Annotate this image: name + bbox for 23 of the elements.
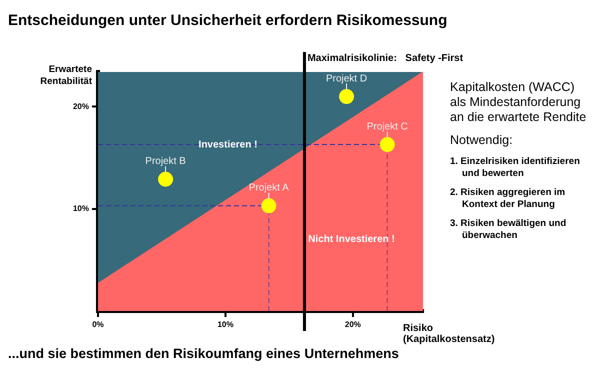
point — [380, 137, 395, 152]
text: ...und sie bestimmen den Risikoumfang eines Unternehmens — [8, 346, 399, 361]
series-label: Projekt D — [326, 73, 368, 84]
ref-line-label: Maximalrisikolinie: Safety -First — [307, 52, 464, 64]
text: 3. Risiken bewältigen und überwachen — [450, 218, 568, 242]
annotation: Nicht Investieren ! — [308, 234, 395, 246]
point — [261, 198, 276, 214]
x-tick-label: 0% — [92, 320, 104, 330]
series-label: Projekt A — [248, 182, 290, 194]
text: 1. Einzelrisiken identifizieren und bewerten — [450, 156, 581, 180]
point — [158, 172, 174, 187]
annotation: Investieren ! — [198, 139, 258, 150]
text: Kapitalkosten (WACC) als Mindestanforderung an die erwartete Rendite — [450, 80, 588, 125]
text: 2. Risiken aggregieren im Kontext der Planung — [450, 187, 566, 211]
text: Notwendig: — [450, 133, 514, 148]
point — [339, 89, 354, 104]
chart-title: Entscheidungen unter Unsicherheit erfordern Risikomessung — [8, 12, 448, 29]
y-axis-title: Erwartete Rentabilität — [39, 64, 92, 88]
x-axis-title: Risiko (Kapitalkostensatz) — [403, 323, 496, 345]
x-tick-label: 20% — [344, 320, 361, 330]
series-label: Projekt C — [366, 121, 408, 132]
series-label: Projekt B — [145, 156, 186, 167]
x-tick-label: 10% — [217, 320, 234, 330]
